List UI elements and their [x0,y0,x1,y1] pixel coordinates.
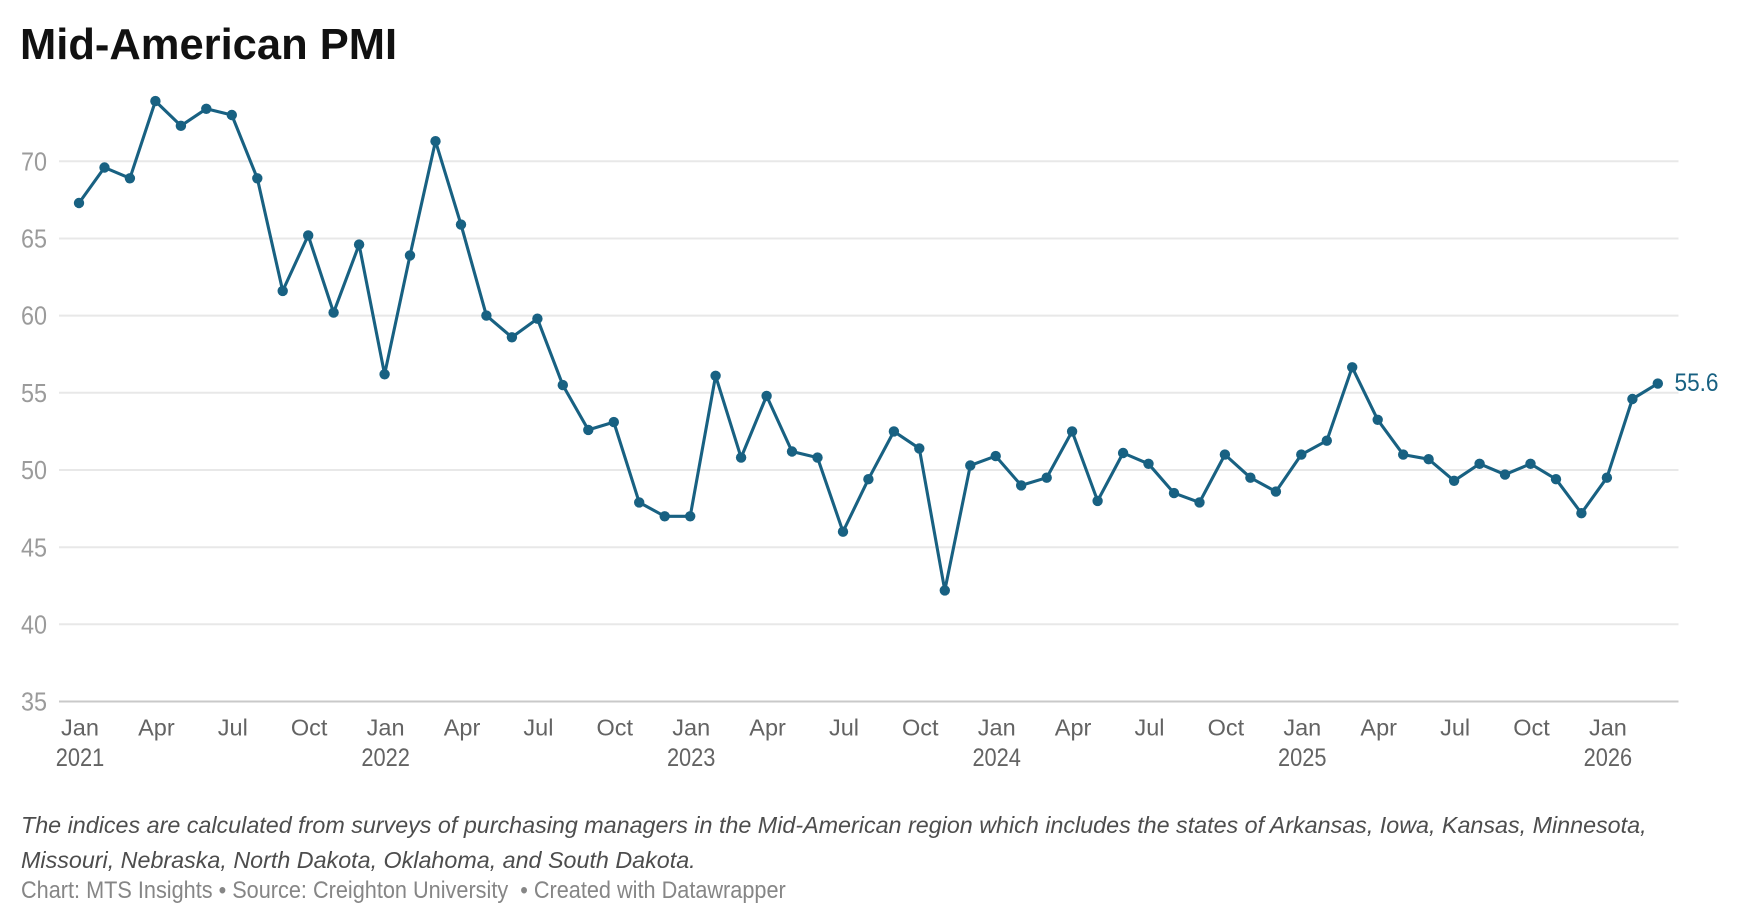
svg-text:Oct: Oct [902,715,939,741]
svg-text:Jul: Jul [1134,715,1164,741]
svg-text:Apr: Apr [444,715,481,741]
svg-text:2026: 2026 [1584,744,1633,772]
svg-text:2023: 2023 [667,744,716,772]
svg-text:Oct: Oct [291,715,328,741]
svg-text:Jul: Jul [1440,715,1470,741]
svg-text:2022: 2022 [361,744,410,772]
svg-text:35: 35 [21,687,47,717]
svg-text:Apr: Apr [749,715,786,741]
svg-text:50: 50 [21,455,47,485]
svg-text:Oct: Oct [597,715,634,741]
svg-text:Oct: Oct [1208,715,1245,741]
svg-text:2021: 2021 [56,744,105,772]
svg-text:Jul: Jul [218,715,248,741]
svg-text:70: 70 [21,146,47,176]
svg-text:Jan: Jan [1589,715,1627,741]
svg-text:55.6: 55.6 [1675,369,1719,397]
svg-text:Jan: Jan [61,715,99,741]
svg-text:Jul: Jul [523,715,553,741]
svg-text:Jan: Jan [978,715,1016,741]
svg-text:65: 65 [21,224,47,254]
svg-text:Jan: Jan [1283,715,1321,741]
svg-text:Jan: Jan [672,715,710,741]
svg-text:55: 55 [21,378,47,408]
svg-text:2025: 2025 [1278,744,1327,772]
svg-text:Jan: Jan [367,715,405,741]
svg-text:Jul: Jul [829,715,859,741]
svg-text:60: 60 [21,301,47,331]
svg-text:2024: 2024 [972,744,1021,772]
svg-text:Apr: Apr [1360,715,1397,741]
svg-text:45: 45 [21,532,47,562]
svg-text:Oct: Oct [1513,715,1550,741]
svg-text:Apr: Apr [1055,715,1092,741]
svg-text:Apr: Apr [138,715,175,741]
svg-text:40: 40 [21,609,47,639]
